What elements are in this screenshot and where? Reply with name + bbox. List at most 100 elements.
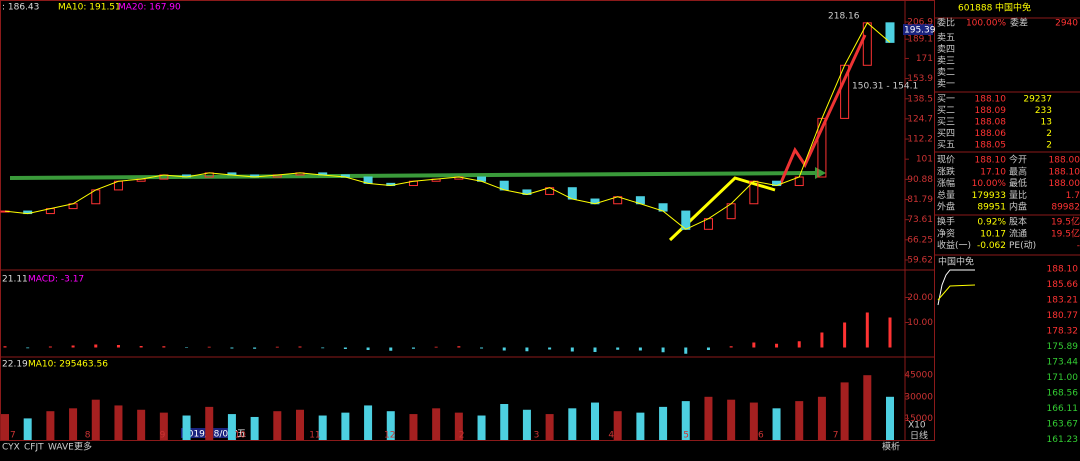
volume-bar bbox=[636, 412, 645, 440]
panel-borders bbox=[0, 0, 1080, 441]
price-tick-label: 81.79 bbox=[907, 195, 933, 205]
mini-tick: 175.89 bbox=[1047, 342, 1079, 352]
month-label: 6 bbox=[758, 431, 764, 441]
mini-tick: 188.10 bbox=[1047, 265, 1079, 275]
tab-period[interactable]: 日线 bbox=[910, 430, 928, 442]
mini-line bbox=[937, 269, 975, 306]
stat-label: 涨幅 bbox=[937, 177, 955, 189]
month-label: 2 bbox=[459, 431, 465, 441]
mini-tick: 183.21 bbox=[1047, 296, 1079, 306]
month-label: 12 bbox=[384, 431, 395, 441]
high-note: 218.16 bbox=[828, 12, 860, 22]
price-tick-label: 189.1 bbox=[907, 35, 933, 45]
month-label: 5 bbox=[683, 431, 689, 441]
stat-value: 188.00 bbox=[1049, 156, 1080, 166]
bid-label: 买五 bbox=[937, 140, 955, 151]
volume-bar bbox=[454, 412, 463, 440]
volume-bar bbox=[659, 406, 668, 440]
macd-tick-label: 20.00 bbox=[907, 293, 933, 303]
ask-label: 卖一 bbox=[937, 79, 955, 90]
mini-avg bbox=[937, 284, 976, 301]
volume-bar bbox=[364, 405, 373, 440]
price-tick-label: 59.62 bbox=[907, 256, 933, 266]
volume-tick-label: 45000 bbox=[904, 371, 933, 381]
volume-bar bbox=[318, 415, 327, 440]
stat-label: 现价 bbox=[937, 155, 955, 166]
price-tick-label: 171 bbox=[916, 54, 933, 64]
stat-label: 净资 bbox=[937, 227, 955, 239]
mini-tick: 185.66 bbox=[1047, 280, 1079, 290]
stat-value: 10.17 bbox=[980, 229, 1006, 239]
bid-price: 188.05 bbox=[975, 141, 1007, 151]
stat-label: 涨跌 bbox=[937, 166, 955, 177]
stat-label: 最高 bbox=[1009, 165, 1027, 177]
month-label: 7 bbox=[833, 431, 839, 441]
volume-bar bbox=[522, 409, 531, 440]
volume-bar bbox=[863, 375, 872, 440]
stat-value: 0.92% bbox=[977, 218, 1006, 228]
stat-label: 总量 bbox=[937, 189, 955, 201]
tab[interactable]: WAVE bbox=[48, 443, 74, 453]
ratio-label: 委比 bbox=[937, 17, 955, 29]
stat-value: 188.00 bbox=[1049, 179, 1080, 189]
ma20: MA20: 167.90 bbox=[118, 3, 181, 13]
volume-bar bbox=[500, 404, 509, 440]
stat-label: PE(动) bbox=[1009, 240, 1036, 251]
volume-bar bbox=[159, 412, 168, 440]
volume-bar bbox=[727, 399, 736, 440]
diff: 2940 bbox=[1055, 19, 1078, 29]
macd-header: MACD: -3.17 bbox=[28, 275, 84, 285]
cursor-date: 2019/08/02/五 bbox=[182, 430, 246, 440]
bid-label: 买一 bbox=[937, 94, 955, 105]
volume-bar bbox=[386, 411, 395, 440]
volume-bar bbox=[91, 399, 100, 440]
price-tag-bg bbox=[903, 24, 933, 35]
macd-tick-label: 10.00 bbox=[907, 318, 933, 328]
stat-label: 流通 bbox=[1009, 227, 1027, 239]
volume-bar bbox=[681, 401, 690, 440]
stat-value: 188.10 bbox=[1049, 167, 1080, 177]
month-label: 3 bbox=[534, 431, 540, 441]
bid-volume: 2 bbox=[1046, 141, 1052, 151]
tab-right[interactable]: 模析 bbox=[882, 441, 900, 453]
ask-label: 卖二 bbox=[937, 67, 955, 78]
mini-title: 中国中免 bbox=[938, 256, 974, 268]
volume-bar bbox=[1, 414, 9, 440]
price-tick-label: 153.9 bbox=[907, 74, 933, 84]
tab[interactable]: 更多 bbox=[74, 441, 92, 453]
stat-value: 19.5亿 bbox=[1051, 216, 1080, 228]
stat-label: 最低 bbox=[1009, 177, 1027, 189]
stat-value: 188.10 bbox=[975, 156, 1007, 166]
mini-tick: 163.67 bbox=[1047, 420, 1079, 430]
volume-value: 22.19 bbox=[2, 360, 28, 370]
volume-bar bbox=[296, 409, 304, 440]
stat-value: 89951 bbox=[977, 203, 1006, 213]
bid-volume: 13 bbox=[1041, 118, 1052, 128]
volume-bar bbox=[409, 414, 418, 440]
stat-value: 179933 bbox=[972, 191, 1006, 201]
range-note: 150.31 - 154.1 bbox=[852, 82, 918, 92]
stat-value: 17.10 bbox=[980, 167, 1006, 177]
volume-bar bbox=[69, 408, 78, 440]
volume-bar bbox=[613, 411, 622, 440]
volume-bar bbox=[23, 418, 32, 440]
price-tick-label: 124.7 bbox=[907, 114, 933, 124]
macd-value: 21.11 bbox=[2, 275, 28, 285]
ask-label: 卖三 bbox=[937, 56, 955, 67]
bid-price: 188.08 bbox=[975, 118, 1007, 128]
volume-bar bbox=[772, 408, 781, 440]
tab[interactable]: CFJT bbox=[24, 443, 44, 453]
ask-label: 卖五 bbox=[937, 33, 955, 44]
stat-value: - bbox=[1077, 241, 1080, 251]
volume-bar bbox=[432, 408, 441, 440]
mini-tick: 178.32 bbox=[1047, 327, 1079, 337]
volume-bar bbox=[205, 406, 214, 440]
volume-bar bbox=[568, 408, 577, 440]
month-label: 7 bbox=[10, 431, 16, 441]
stat-label: 内盘 bbox=[1009, 201, 1027, 213]
stat-label: 外盘 bbox=[937, 201, 955, 213]
tab[interactable]: CYX bbox=[2, 443, 20, 453]
volume-bar bbox=[477, 415, 486, 440]
